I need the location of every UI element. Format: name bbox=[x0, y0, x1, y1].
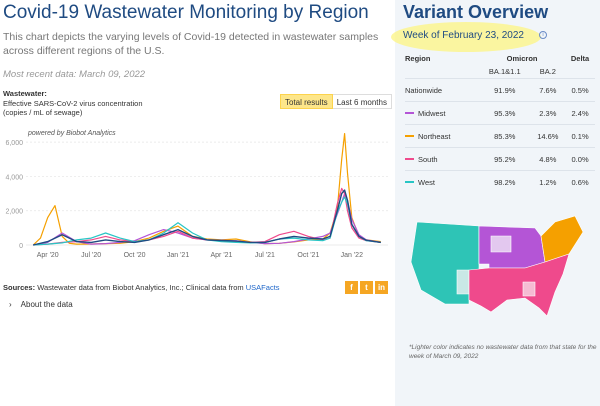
y-tick-label: 4,000 bbox=[5, 174, 23, 181]
facebook-icon[interactable]: f bbox=[345, 281, 358, 294]
x-tick-label: Apr '21 bbox=[210, 252, 232, 259]
ba11-value: 95.2% bbox=[479, 147, 531, 171]
linkedin-icon[interactable]: in bbox=[375, 281, 388, 294]
y-tick-label: 2,000 bbox=[5, 209, 23, 216]
powered-by-label: powered by Biobot Analytics bbox=[28, 130, 116, 137]
delta-value: 0.1% bbox=[565, 124, 595, 148]
wastewater-chart[interactable]: 6,000 4,000 2,000 0 Apr '20 Jul '20 Oct '20 Jan… bbox=[0, 125, 395, 265]
map-region-south[interactable] bbox=[468, 253, 570, 317]
ba2-value: 1.2% bbox=[530, 170, 566, 194]
x-tick-label: Jan '21 bbox=[167, 252, 189, 259]
ba2-value: 14.6% bbox=[530, 124, 566, 148]
x-tick-label: Oct '21 bbox=[297, 252, 319, 259]
x-tick-label: Jan '22 bbox=[341, 252, 363, 259]
col-region: Region bbox=[405, 54, 431, 63]
twitter-icon[interactable]: t bbox=[360, 281, 373, 294]
variant-table: Region Omicron Delta BA.1&1.1 BA.2 Natio… bbox=[405, 52, 595, 194]
ba11-value: 98.2% bbox=[479, 170, 531, 194]
wastewater-axis-label: Wastewater: Effective SARS-CoV-2 virus c… bbox=[3, 89, 143, 118]
info-icon[interactable]: i bbox=[539, 31, 547, 39]
share-buttons: f t in bbox=[345, 281, 388, 294]
wastewater-label: Wastewater: bbox=[3, 89, 47, 98]
col-ba2: BA.2 bbox=[539, 67, 556, 76]
delta-value: 0.6% bbox=[565, 170, 595, 194]
series-line-nationwide bbox=[33, 189, 381, 246]
wastewater-sub2: (copies / mL of sewage) bbox=[3, 108, 83, 117]
region-name: Northeast bbox=[418, 131, 451, 141]
page-title: Covid-19 Wastewater Monitoring by Region bbox=[3, 2, 369, 23]
recent-data-date: Most recent data: March 09, 2022 bbox=[3, 69, 146, 80]
total-results-button[interactable]: Total results bbox=[280, 94, 333, 109]
about-the-data-label: About the data bbox=[20, 300, 73, 309]
table-row: Nationwide 91.9% 7.6% 0.5% bbox=[405, 78, 595, 102]
ba11-value: 85.3% bbox=[479, 124, 531, 148]
region-name: West bbox=[418, 177, 435, 187]
chevron-right-icon: › bbox=[9, 300, 12, 309]
ba2-value: 2.3% bbox=[530, 101, 566, 125]
legend-line-icon bbox=[405, 112, 414, 114]
chart-description: This chart depicts the varying levels of… bbox=[3, 31, 379, 57]
us-region-map[interactable] bbox=[407, 212, 587, 342]
variant-panel: Variant Overview Week of February 23, 20… bbox=[391, 0, 600, 406]
table-row: Midwest 95.3% 2.3% 2.4% bbox=[405, 101, 595, 125]
ba11-value: 95.3% bbox=[479, 101, 531, 125]
last-6-months-button[interactable]: Last 6 months bbox=[332, 94, 392, 109]
table-row: West 98.2% 1.2% 0.6% bbox=[405, 170, 595, 194]
sources-text: Wastewater data from Biobot Analytics, I… bbox=[35, 283, 246, 292]
delta-value: 0.5% bbox=[565, 78, 595, 102]
table-row: Northeast 85.3% 14.6% 0.1% bbox=[405, 124, 595, 148]
region-name: Nationwide bbox=[405, 85, 443, 95]
map-state-no-data[interactable] bbox=[456, 269, 470, 295]
x-tick-label: Jul '20 bbox=[81, 252, 101, 259]
col-delta: Delta bbox=[570, 54, 590, 63]
legend-line-icon bbox=[405, 158, 414, 160]
x-tick-label: Jul '21 bbox=[255, 252, 275, 259]
sources-line: Sources: Wastewater data from Biobot Ana… bbox=[3, 283, 280, 292]
ba2-value: 4.8% bbox=[530, 147, 566, 171]
legend-line-icon bbox=[405, 135, 414, 137]
sources-label: Sources: bbox=[3, 283, 36, 292]
map-state-no-data[interactable] bbox=[490, 235, 512, 253]
about-the-data-toggle[interactable]: › About the data bbox=[9, 300, 73, 309]
series-line-west bbox=[33, 196, 381, 246]
map-region-northeast[interactable] bbox=[540, 215, 584, 263]
legend-line-icon bbox=[405, 181, 414, 184]
map-state-no-data[interactable] bbox=[522, 281, 536, 297]
y-tick-label: 6,000 bbox=[5, 140, 23, 147]
wastewater-panel: Covid-19 Wastewater Monitoring by Region… bbox=[0, 2, 395, 309]
region-name: South bbox=[418, 154, 438, 164]
x-tick-label: Oct '20 bbox=[124, 252, 146, 259]
y-tick-label: 0 bbox=[19, 243, 23, 250]
table-row: South 95.2% 4.8% 0.0% bbox=[405, 147, 595, 171]
delta-value: 0.0% bbox=[565, 147, 595, 171]
variant-title: Variant Overview bbox=[403, 2, 549, 22]
x-tick-label: Apr '20 bbox=[37, 252, 59, 259]
map-region-midwest[interactable] bbox=[478, 225, 546, 269]
region-name: Midwest bbox=[418, 108, 446, 118]
col-omicron: Omicron bbox=[506, 54, 538, 63]
ba11-value: 91.9% bbox=[479, 78, 531, 102]
usafacts-link[interactable]: USAFacts bbox=[245, 283, 280, 292]
series-line-northeast bbox=[32, 133, 381, 246]
wastewater-sub1: Effective SARS-CoV-2 virus concentration bbox=[3, 98, 143, 108]
delta-value: 2.4% bbox=[565, 101, 595, 125]
week-highlight bbox=[391, 22, 541, 52]
col-ba11: BA.1&1.1 bbox=[488, 67, 521, 76]
map-note: *Lighter color indicates no wastewater d… bbox=[409, 344, 597, 360]
week-label: Week of February 23, 2022 bbox=[403, 30, 524, 41]
range-toggle: Total results Last 6 months bbox=[280, 94, 392, 109]
ba2-value: 7.6% bbox=[530, 78, 566, 102]
